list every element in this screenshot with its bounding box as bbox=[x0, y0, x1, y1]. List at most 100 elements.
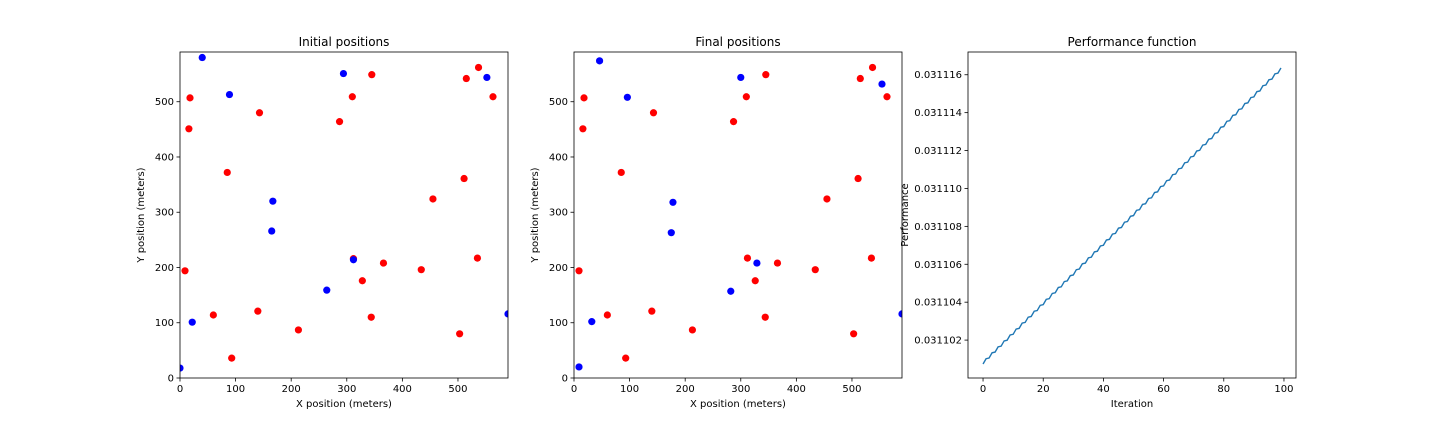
data-point-red bbox=[743, 254, 752, 262]
x-tick-label: 500 bbox=[448, 384, 467, 395]
data-point-red bbox=[185, 125, 193, 133]
y-tick-label: 100 bbox=[549, 318, 568, 329]
data-point-red bbox=[368, 71, 376, 79]
data-point-blue bbox=[483, 73, 491, 82]
x-axis-label: X position (meters) bbox=[690, 399, 786, 410]
data-point-red bbox=[255, 109, 264, 117]
data-marks bbox=[982, 67, 1282, 365]
x-tick-label: 0 bbox=[571, 384, 577, 395]
data-point-red bbox=[367, 313, 375, 321]
y-tick-label: 500 bbox=[549, 97, 568, 108]
chart-title: Performance function bbox=[1068, 35, 1197, 49]
data-point-red bbox=[228, 354, 236, 362]
data-point-red bbox=[742, 93, 750, 101]
data-point-red bbox=[489, 93, 497, 101]
data-point-red bbox=[580, 94, 588, 102]
axes-frame bbox=[573, 51, 903, 379]
y-tick-label: 100 bbox=[155, 318, 174, 329]
data-point-blue bbox=[323, 286, 331, 294]
data-point-blue bbox=[339, 69, 348, 78]
chart-title: Initial positions bbox=[299, 35, 390, 49]
data-point-red bbox=[603, 311, 611, 319]
data-point-red bbox=[761, 313, 769, 321]
data-point-red bbox=[254, 307, 262, 315]
x-tick-label: 100 bbox=[1274, 384, 1293, 395]
data-point-red bbox=[751, 277, 759, 285]
data-point-red bbox=[729, 118, 738, 126]
y-tick-label: 0.031108 bbox=[914, 222, 962, 233]
data-point-blue bbox=[268, 227, 276, 235]
y-tick-label: 0 bbox=[562, 374, 568, 385]
y-tick-label: 400 bbox=[549, 152, 568, 163]
data-point-red bbox=[773, 259, 782, 267]
data-marks bbox=[575, 57, 902, 371]
plot-area bbox=[574, 52, 902, 378]
data-point-blue bbox=[898, 310, 902, 318]
y-tick-label: 0.031112 bbox=[914, 146, 962, 157]
x-tick-label: 0 bbox=[980, 384, 986, 395]
chart-title: Final positions bbox=[695, 35, 780, 49]
data-point-red bbox=[335, 118, 344, 126]
data-point-red bbox=[649, 109, 658, 117]
chart-panel-1: 0 100 200 300 400 500 0 100 200 300 400 500 Initial … bbox=[136, 35, 509, 410]
data-point-blue bbox=[588, 318, 596, 326]
y-axis-label: Y position (meters) bbox=[530, 167, 541, 263]
data-point-red bbox=[622, 354, 630, 362]
data-point-red bbox=[850, 330, 858, 338]
data-point-red bbox=[417, 266, 425, 274]
data-point-blue bbox=[504, 310, 508, 318]
data-point-blue bbox=[198, 53, 206, 62]
y-tick-label: 0.031114 bbox=[914, 108, 962, 119]
y-tick-label: 0.031116 bbox=[914, 70, 962, 81]
series-line bbox=[982, 67, 1282, 365]
chart-panel-2: 0 100 200 300 400 500 0 100 200 300 400 500 Final po… bbox=[530, 35, 903, 410]
data-point-blue bbox=[595, 57, 604, 65]
x-tick-label: 100 bbox=[620, 384, 639, 395]
data-point-blue bbox=[349, 256, 358, 264]
data-point-red bbox=[854, 174, 862, 183]
x-tick-label: 60 bbox=[1157, 384, 1170, 395]
data-point-blue bbox=[575, 363, 583, 371]
plot-area bbox=[180, 52, 508, 378]
data-marks bbox=[180, 53, 508, 372]
data-point-red bbox=[648, 307, 656, 315]
x-tick-label: 80 bbox=[1217, 384, 1230, 395]
data-point-red bbox=[868, 63, 877, 72]
y-axis-label: Y position (meters) bbox=[136, 167, 147, 263]
data-point-red bbox=[617, 168, 625, 177]
data-point-red bbox=[348, 93, 356, 101]
x-tick-label: 400 bbox=[393, 384, 412, 395]
data-point-red bbox=[181, 267, 189, 275]
data-point-red bbox=[460, 174, 468, 183]
x-tick-label: 500 bbox=[842, 384, 861, 395]
x-tick-label: 40 bbox=[1097, 384, 1110, 395]
data-point-red bbox=[867, 254, 876, 262]
axes-frame bbox=[967, 51, 1297, 379]
data-point-blue bbox=[753, 259, 761, 267]
data-point-blue bbox=[225, 90, 234, 99]
data-point-red bbox=[456, 330, 464, 338]
data-point-red bbox=[811, 266, 819, 274]
y-tick-label: 200 bbox=[549, 263, 568, 274]
data-point-red bbox=[223, 168, 231, 177]
y-tick-label: 200 bbox=[155, 263, 174, 274]
x-axis-label: X position (meters) bbox=[296, 399, 392, 410]
data-point-red bbox=[579, 125, 587, 133]
chart-panel-3: 0 20 40 60 80 100 0.031102 0.031104 0.031106 0.03… bbox=[900, 35, 1297, 410]
data-point-blue bbox=[737, 73, 745, 82]
data-point-blue bbox=[727, 287, 735, 295]
data-point-red bbox=[294, 326, 303, 334]
data-point-red bbox=[575, 267, 583, 275]
y-tick-label: 0 bbox=[168, 374, 174, 385]
data-point-blue bbox=[180, 364, 184, 372]
x-tick-label: 20 bbox=[1037, 384, 1050, 395]
y-tick-label: 0.031104 bbox=[914, 298, 962, 309]
data-point-red bbox=[429, 195, 437, 203]
y-tick-label: 400 bbox=[155, 152, 174, 163]
x-tick-label: 300 bbox=[337, 384, 356, 395]
y-tick-label: 0.031102 bbox=[914, 336, 962, 347]
data-point-red bbox=[823, 195, 831, 203]
data-point-red bbox=[474, 63, 483, 72]
x-tick-label: 400 bbox=[787, 384, 806, 395]
